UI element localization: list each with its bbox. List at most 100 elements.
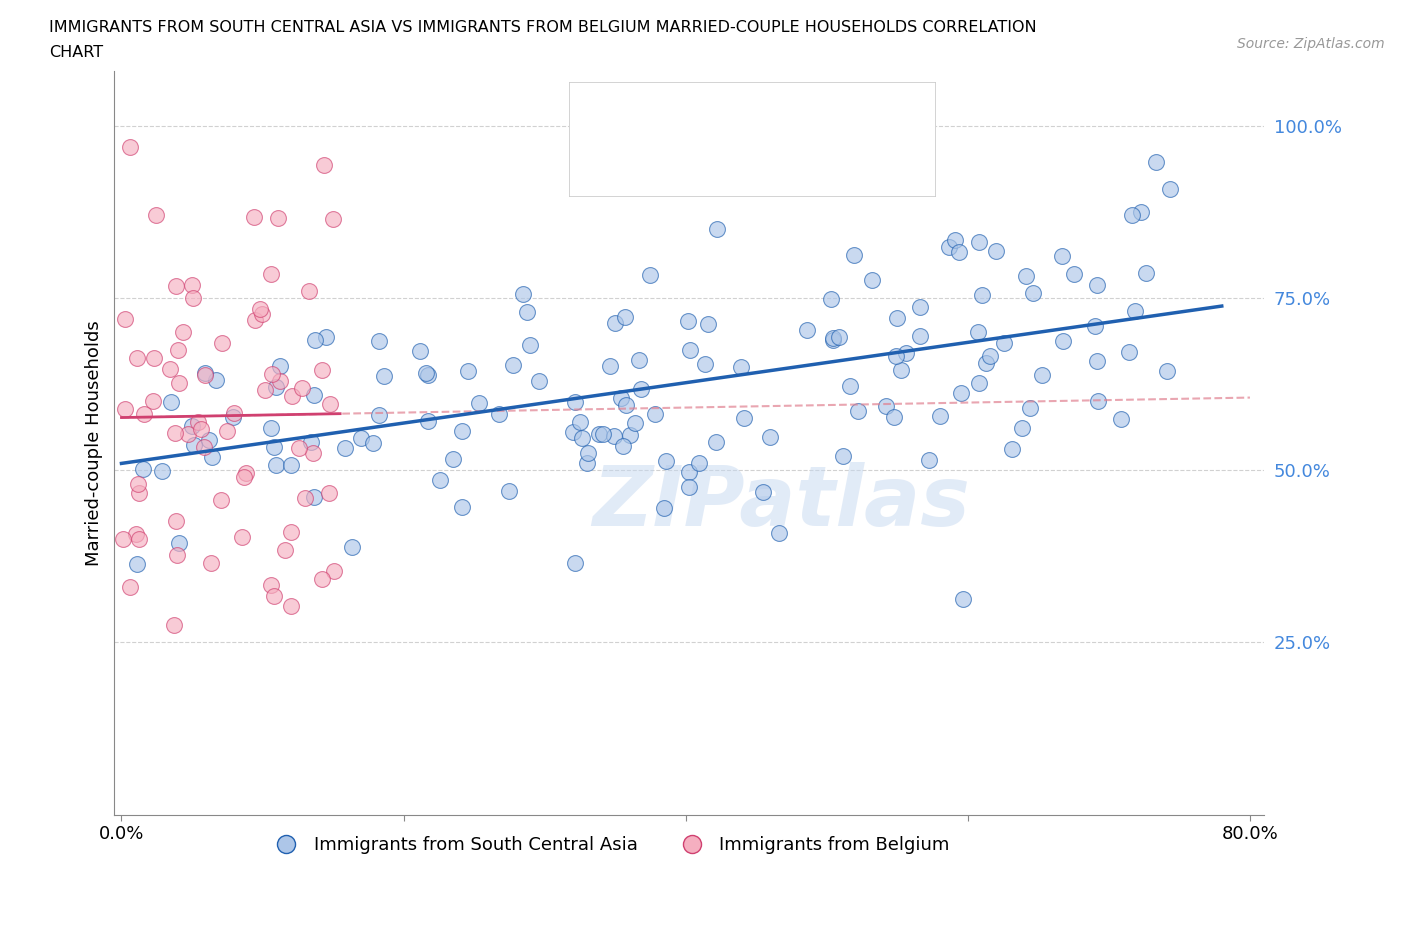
Point — [280, 599, 302, 614]
Point — [619, 428, 641, 443]
Point — [368, 334, 391, 349]
Point — [948, 245, 970, 259]
Point — [205, 373, 228, 388]
Point — [142, 393, 165, 408]
Point — [1087, 393, 1109, 408]
Point — [610, 391, 633, 405]
Point — [1022, 286, 1045, 300]
Point — [1125, 304, 1147, 319]
Point — [318, 485, 340, 500]
Point — [860, 272, 883, 287]
Point — [1109, 411, 1132, 426]
Point — [201, 449, 224, 464]
Point — [222, 406, 245, 421]
Point — [1121, 207, 1143, 222]
Point — [519, 338, 541, 352]
Point — [165, 513, 187, 528]
Point — [697, 316, 720, 331]
Point — [821, 330, 844, 345]
Legend: Immigrants from South Central Asia, Immigrants from Belgium: Immigrants from South Central Asia, Immi… — [262, 829, 956, 861]
Point — [984, 244, 1007, 259]
Point — [183, 291, 205, 306]
Point — [832, 448, 855, 463]
Point — [844, 247, 866, 262]
Point — [315, 329, 337, 344]
Point — [252, 307, 274, 322]
Point — [908, 299, 931, 314]
Point — [280, 525, 302, 539]
Point — [441, 452, 464, 467]
Point — [949, 386, 972, 401]
Point — [280, 458, 302, 472]
Point — [512, 286, 534, 301]
Point — [1001, 442, 1024, 457]
Point — [688, 455, 710, 470]
Point — [1019, 401, 1042, 416]
Point — [1015, 269, 1038, 284]
Point — [612, 438, 634, 453]
Point — [361, 435, 384, 450]
Point — [886, 348, 908, 363]
Text: IMMIGRANTS FROM SOUTH CENTRAL ASIA VS IMMIGRANTS FROM BELGIUM MARRIED-COUPLE HOU: IMMIGRANTS FROM SOUTH CENTRAL ASIA VS IM… — [49, 20, 1036, 35]
Point — [211, 335, 233, 350]
Point — [704, 434, 727, 449]
Point — [890, 363, 912, 378]
Point — [120, 579, 142, 594]
Point — [488, 406, 510, 421]
Point — [678, 479, 700, 494]
Point — [678, 313, 700, 328]
Point — [972, 287, 994, 302]
Point — [166, 342, 188, 357]
Point — [160, 394, 183, 409]
Point — [187, 414, 209, 429]
Point — [311, 363, 333, 378]
Point — [259, 267, 281, 282]
Point — [828, 330, 851, 345]
Point — [564, 394, 586, 409]
Point — [193, 439, 215, 454]
Point — [516, 305, 538, 320]
Point — [527, 373, 550, 388]
Point — [288, 441, 311, 456]
Point — [945, 232, 967, 247]
Point — [114, 312, 136, 326]
Point — [312, 157, 335, 172]
Point — [910, 328, 932, 343]
Point — [243, 312, 266, 327]
Point — [1159, 181, 1181, 196]
Point — [1083, 319, 1105, 334]
Point — [217, 423, 239, 438]
Point — [918, 453, 941, 468]
Point — [1050, 248, 1073, 263]
Point — [125, 351, 148, 365]
Point — [759, 430, 782, 445]
Point — [322, 212, 344, 227]
Point — [167, 536, 190, 551]
Point — [751, 485, 773, 499]
Y-axis label: Married-couple Households: Married-couple Households — [86, 320, 103, 565]
Point — [132, 461, 155, 476]
Point — [1135, 266, 1157, 281]
Point — [429, 472, 451, 487]
Point — [299, 435, 322, 450]
Point — [498, 484, 520, 498]
Point — [302, 387, 325, 402]
Point — [222, 410, 245, 425]
Point — [301, 446, 323, 461]
Point — [575, 456, 598, 471]
Point — [194, 365, 217, 380]
Point — [974, 355, 997, 370]
Point — [209, 492, 232, 507]
Point — [368, 408, 391, 423]
Point — [167, 376, 190, 391]
Point — [457, 364, 479, 379]
Point — [198, 432, 221, 447]
Point — [993, 336, 1015, 351]
Point — [350, 431, 373, 445]
Point — [929, 408, 952, 423]
Point — [128, 531, 150, 546]
Point — [603, 315, 626, 330]
Point — [979, 348, 1001, 363]
Point — [134, 406, 156, 421]
Point — [967, 325, 990, 339]
